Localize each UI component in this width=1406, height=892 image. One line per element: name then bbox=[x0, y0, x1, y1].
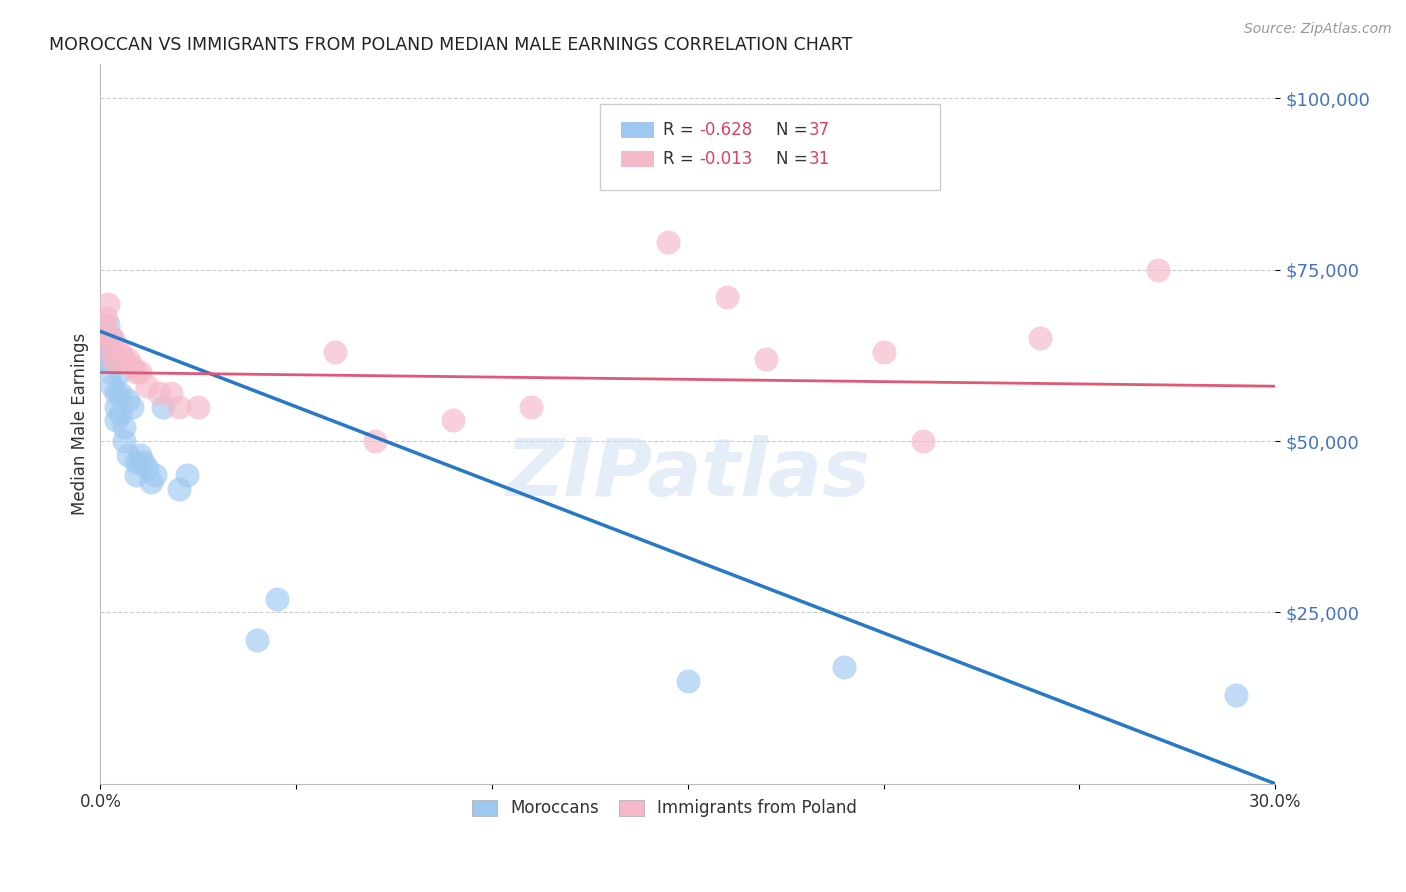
Point bbox=[96, 310, 118, 325]
Point bbox=[143, 468, 166, 483]
Point bbox=[96, 331, 118, 345]
Point bbox=[96, 351, 118, 366]
Point bbox=[112, 434, 135, 448]
Text: N =: N = bbox=[776, 150, 813, 168]
Point bbox=[97, 338, 120, 352]
Point bbox=[101, 379, 124, 393]
Point bbox=[101, 351, 124, 366]
Text: -0.628: -0.628 bbox=[700, 121, 752, 139]
Text: MOROCCAN VS IMMIGRANTS FROM POLAND MEDIAN MALE EARNINGS CORRELATION CHART: MOROCCAN VS IMMIGRANTS FROM POLAND MEDIA… bbox=[49, 36, 852, 54]
Point bbox=[657, 235, 679, 250]
Point bbox=[520, 400, 543, 414]
Point bbox=[136, 379, 159, 393]
Point bbox=[363, 434, 385, 448]
Point bbox=[167, 482, 190, 496]
Point bbox=[105, 386, 128, 401]
Point bbox=[167, 400, 190, 414]
Point bbox=[121, 400, 143, 414]
Point bbox=[441, 413, 464, 427]
Point bbox=[117, 448, 139, 462]
Point bbox=[105, 400, 128, 414]
Text: Source: ZipAtlas.com: Source: ZipAtlas.com bbox=[1244, 22, 1392, 37]
Point bbox=[97, 318, 120, 332]
Point bbox=[124, 468, 146, 483]
Point bbox=[246, 632, 269, 647]
Point bbox=[911, 434, 934, 448]
Point bbox=[136, 461, 159, 475]
Point bbox=[97, 331, 120, 345]
Text: R =: R = bbox=[664, 150, 699, 168]
FancyBboxPatch shape bbox=[621, 122, 654, 138]
Point bbox=[91, 338, 114, 352]
Legend: Moroccans, Immigrants from Poland: Moroccans, Immigrants from Poland bbox=[464, 791, 865, 826]
Text: ZIPatlas: ZIPatlas bbox=[505, 435, 870, 513]
Point bbox=[91, 351, 114, 366]
Point bbox=[128, 448, 150, 462]
Text: 31: 31 bbox=[808, 150, 830, 168]
Point bbox=[187, 400, 209, 414]
Point bbox=[1029, 331, 1052, 345]
Point bbox=[1225, 688, 1247, 702]
Point bbox=[105, 338, 128, 352]
Point bbox=[108, 366, 131, 380]
Point bbox=[124, 366, 146, 380]
Point bbox=[266, 591, 288, 606]
Point bbox=[101, 351, 124, 366]
Point bbox=[97, 297, 120, 311]
Point bbox=[108, 407, 131, 421]
Point bbox=[1146, 262, 1168, 277]
Point bbox=[93, 345, 115, 359]
Point bbox=[176, 468, 198, 483]
Text: 37: 37 bbox=[808, 121, 830, 139]
Text: -0.013: -0.013 bbox=[700, 150, 754, 168]
Point bbox=[108, 345, 131, 359]
Text: R =: R = bbox=[664, 121, 699, 139]
Point bbox=[160, 386, 183, 401]
Point bbox=[108, 386, 131, 401]
Point bbox=[676, 673, 699, 688]
FancyBboxPatch shape bbox=[621, 151, 654, 167]
Point bbox=[716, 290, 738, 304]
Point bbox=[105, 351, 128, 366]
Point bbox=[325, 345, 347, 359]
Point bbox=[128, 366, 150, 380]
Point bbox=[117, 392, 139, 407]
Text: N =: N = bbox=[776, 121, 813, 139]
Point bbox=[101, 331, 124, 345]
Point bbox=[112, 420, 135, 434]
Point bbox=[872, 345, 894, 359]
Point bbox=[148, 386, 170, 401]
Point bbox=[105, 413, 128, 427]
Point bbox=[93, 331, 115, 345]
Point bbox=[101, 331, 124, 345]
Y-axis label: Median Male Earnings: Median Male Earnings bbox=[72, 333, 89, 515]
Point bbox=[117, 351, 139, 366]
Point bbox=[121, 359, 143, 373]
FancyBboxPatch shape bbox=[600, 103, 941, 190]
Point bbox=[98, 366, 121, 380]
Point bbox=[132, 454, 155, 468]
Point bbox=[141, 475, 163, 490]
Point bbox=[112, 351, 135, 366]
Point bbox=[755, 351, 778, 366]
Point bbox=[834, 660, 856, 674]
Point bbox=[124, 454, 146, 468]
Point bbox=[152, 400, 174, 414]
Point bbox=[93, 318, 115, 332]
